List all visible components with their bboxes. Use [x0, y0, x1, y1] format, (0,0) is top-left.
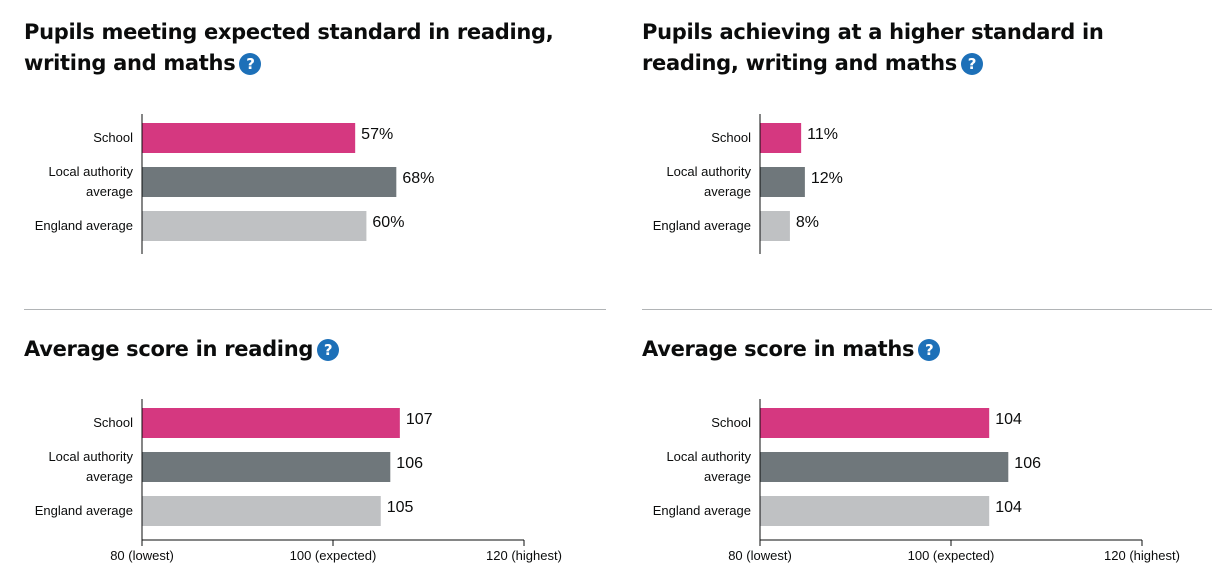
value-label: 8%: [796, 214, 819, 231]
chart-title-text: Average score in maths: [642, 337, 915, 361]
bar-england-average: [142, 496, 381, 526]
bar-local-authority-average: [142, 452, 391, 482]
section-divider: [24, 309, 606, 310]
category-label: England average: [35, 503, 133, 518]
category-label: Local authority: [666, 449, 751, 464]
bar-local-authority-average: [142, 167, 397, 197]
x-tick-label: 100 (expected): [290, 548, 377, 563]
section-divider: [642, 309, 1212, 310]
bar-school: [760, 123, 802, 153]
bar-england-average: [760, 211, 790, 241]
value-label: 60%: [372, 214, 404, 231]
chart-title: Pupils meeting expected standard in read…: [24, 17, 606, 79]
x-tick-label: 80 (lowest): [110, 548, 174, 563]
value-label: 105: [387, 499, 414, 516]
category-label: England average: [653, 218, 751, 233]
category-label: average: [86, 184, 133, 199]
bar-chart: 11% School 12% Local authority average 8% Engl…: [653, 114, 843, 254]
bar-chart: 104 School 106 Local authority average 104 Eng…: [653, 399, 1180, 563]
chart-panel-higher-standard: Pupils achieving at a higher standard in…: [642, 0, 1212, 300]
x-tick-label: 120 (highest): [486, 548, 562, 563]
category-label: Local authority: [48, 164, 133, 179]
value-label: 106: [1014, 455, 1041, 472]
x-tick-label: 80 (lowest): [728, 548, 792, 563]
category-label: School: [711, 130, 751, 145]
bar-school: [760, 408, 990, 438]
chart-title: Average score in maths?: [642, 334, 1202, 365]
category-label: School: [93, 415, 133, 430]
bar-england-average: [760, 496, 990, 526]
question-circle-icon[interactable]: ?: [918, 339, 941, 361]
value-label: 11%: [807, 126, 838, 143]
x-tick-label: 100 (expected): [908, 548, 995, 563]
value-label: 107: [406, 411, 433, 428]
chart-panel-reading-score: Average score in reading? 107 School 106 Lo…: [24, 310, 606, 588]
category-label: England average: [653, 503, 751, 518]
bar-school: [142, 408, 400, 438]
category-label: average: [704, 184, 751, 199]
chart-title: Pupils achieving at a higher standard in…: [642, 17, 1162, 79]
chart-panel-expected-standard: Pupils meeting expected standard in read…: [24, 0, 606, 300]
bar-england-average: [142, 211, 367, 241]
category-label: average: [86, 469, 133, 484]
category-label: Local authority: [666, 164, 751, 179]
chart-title-text: Average score in reading: [24, 337, 314, 361]
value-label: 104: [995, 411, 1022, 428]
category-label: Local authority: [48, 449, 133, 464]
x-tick-label: 120 (highest): [1104, 548, 1180, 563]
bar-local-authority-average: [760, 452, 1009, 482]
value-label: 104: [995, 499, 1022, 516]
value-label: 68%: [402, 170, 434, 187]
bar-local-authority-average: [760, 167, 805, 197]
question-circle-icon[interactable]: ?: [239, 53, 262, 75]
value-label: 12%: [811, 170, 843, 187]
value-label: 106: [396, 455, 423, 472]
chart-title: Average score in reading?: [24, 334, 606, 365]
question-circle-icon[interactable]: ?: [960, 53, 983, 75]
chart-title-text: Pupils meeting expected standard in read…: [24, 20, 554, 75]
bar-chart: 107 School 106 Local authority average 105 Eng…: [35, 399, 562, 563]
chart-panel-maths-score: Average score in maths? 104 School 106 Loca…: [642, 310, 1212, 588]
value-label: 57%: [361, 126, 393, 143]
category-label: average: [704, 469, 751, 484]
bar-chart: 57% School 68% Local authority average 60% Eng…: [35, 114, 434, 254]
bar-school: [142, 123, 356, 153]
question-circle-icon[interactable]: ?: [317, 339, 340, 361]
chart-title-text: Pupils achieving at a higher standard in…: [642, 20, 1104, 75]
category-label: England average: [35, 218, 133, 233]
category-label: School: [93, 130, 133, 145]
category-label: School: [711, 415, 751, 430]
